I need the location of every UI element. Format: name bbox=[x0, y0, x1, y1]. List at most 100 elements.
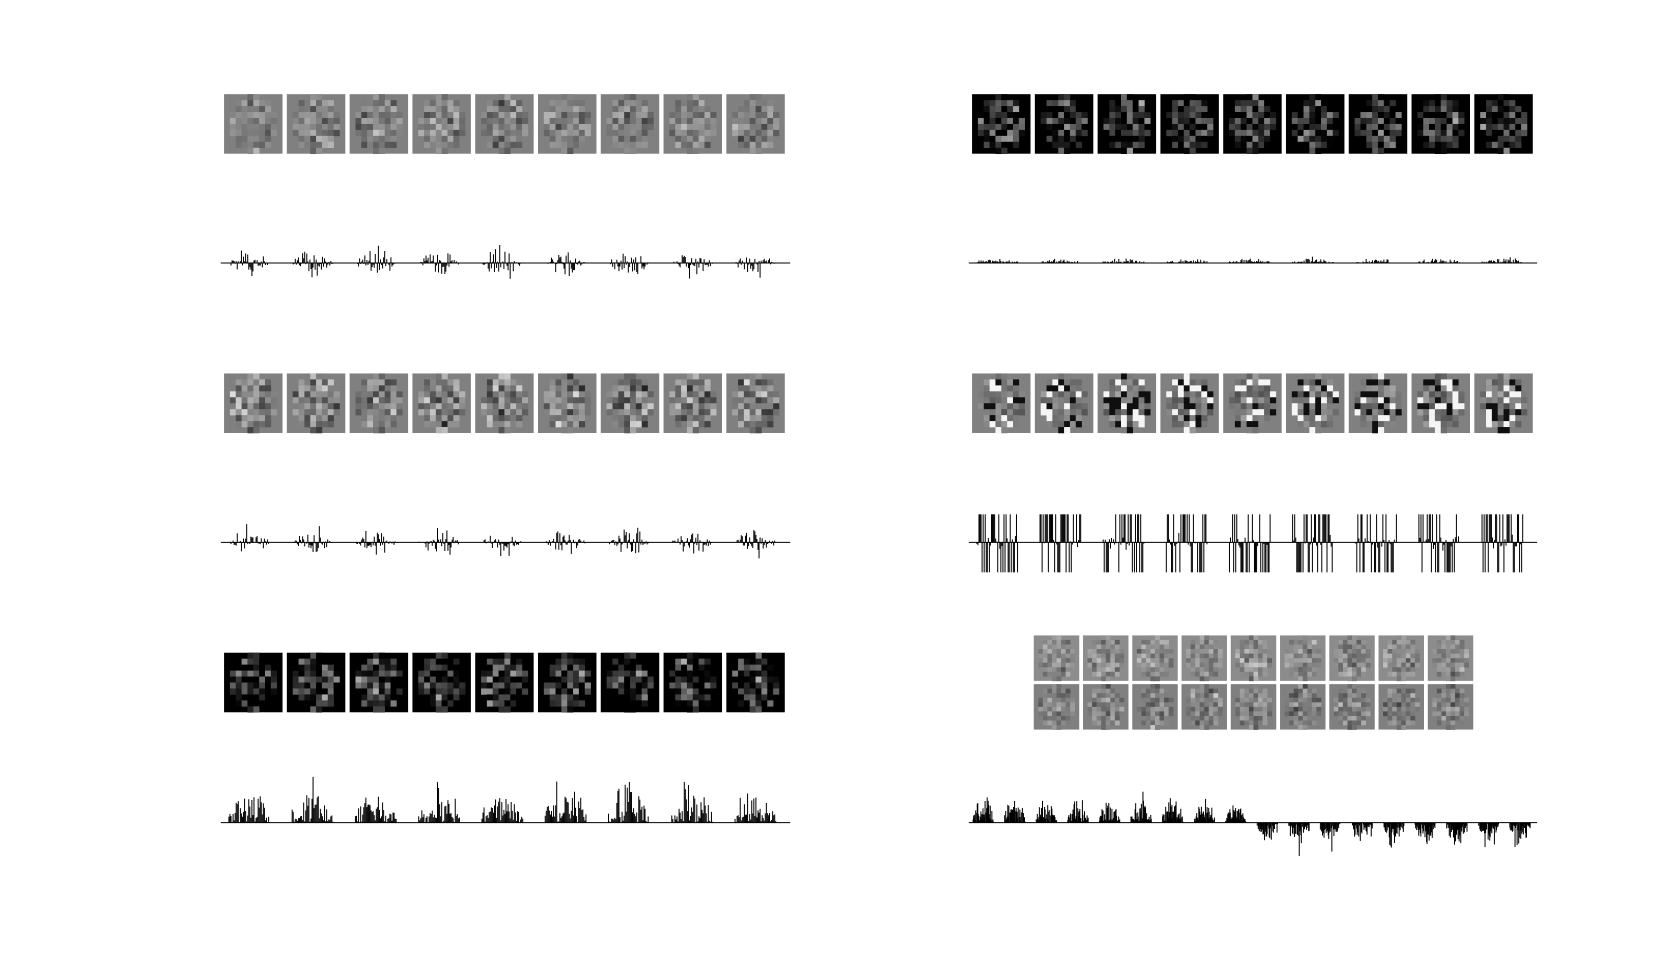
bar bbox=[1189, 260, 1191, 264]
bar bbox=[1168, 802, 1170, 823]
bar bbox=[1136, 819, 1138, 823]
bar bbox=[697, 821, 699, 823]
bar bbox=[567, 802, 569, 823]
bar bbox=[1265, 822, 1267, 829]
bar bbox=[244, 542, 246, 549]
bar bbox=[1301, 822, 1303, 825]
bar bbox=[368, 260, 370, 264]
bar bbox=[1371, 822, 1373, 826]
bar bbox=[1042, 514, 1044, 543]
bar bbox=[1515, 822, 1517, 826]
bar bbox=[362, 814, 364, 823]
bar bbox=[1182, 821, 1184, 823]
bar bbox=[758, 812, 760, 823]
bar bbox=[619, 538, 621, 543]
bar bbox=[234, 812, 236, 823]
bar bbox=[1175, 805, 1177, 823]
bar bbox=[1040, 816, 1042, 823]
image-tile bbox=[1083, 684, 1129, 730]
bar bbox=[1523, 822, 1525, 827]
bar bbox=[774, 263, 776, 264]
bar bbox=[1328, 261, 1330, 264]
bar bbox=[444, 263, 446, 274]
bar bbox=[309, 259, 311, 264]
bar bbox=[1077, 542, 1079, 548]
bar bbox=[761, 538, 763, 543]
bar bbox=[1448, 262, 1450, 264]
bar bbox=[1176, 542, 1178, 544]
bar bbox=[1039, 514, 1041, 543]
bar bbox=[481, 818, 483, 823]
bar-plot-R4 bbox=[968, 514, 1538, 573]
bar bbox=[316, 263, 318, 276]
bar bbox=[576, 542, 578, 549]
bar bbox=[624, 256, 626, 264]
bar bbox=[1116, 815, 1118, 823]
bar bbox=[1002, 542, 1004, 573]
bar bbox=[612, 540, 614, 543]
bar bbox=[567, 540, 569, 543]
bar bbox=[1237, 539, 1239, 543]
bar bbox=[235, 802, 237, 823]
bar bbox=[1079, 514, 1081, 543]
bar bbox=[1308, 822, 1310, 831]
image-strip-L5 bbox=[224, 652, 785, 713]
bar bbox=[690, 815, 692, 823]
bar bbox=[1357, 514, 1359, 543]
bar bbox=[438, 539, 440, 543]
bar bbox=[1497, 542, 1499, 573]
bar bbox=[1103, 542, 1105, 573]
bar bbox=[313, 535, 315, 543]
bar bbox=[1239, 262, 1241, 264]
bar bbox=[1049, 262, 1051, 264]
bar bbox=[1490, 822, 1492, 832]
bar bbox=[974, 814, 976, 823]
bar bbox=[385, 815, 387, 823]
bar bbox=[1071, 814, 1073, 823]
bar bbox=[295, 263, 297, 265]
bar bbox=[702, 263, 704, 272]
bar bbox=[1108, 820, 1110, 823]
bar bbox=[698, 816, 700, 823]
bar bbox=[615, 262, 617, 264]
bar bbox=[1022, 821, 1024, 823]
bar bbox=[254, 259, 256, 264]
bar bbox=[447, 800, 449, 823]
bar bbox=[545, 541, 547, 543]
bar bbox=[555, 542, 557, 550]
bar bbox=[294, 540, 296, 543]
bar bbox=[1200, 806, 1202, 823]
bar bbox=[513, 261, 515, 264]
bar bbox=[320, 263, 322, 270]
bar bbox=[1363, 822, 1365, 830]
bar bbox=[318, 526, 320, 543]
bar bbox=[576, 263, 578, 264]
bar bbox=[252, 537, 254, 543]
bar bbox=[1365, 822, 1367, 831]
bar bbox=[553, 805, 555, 823]
bar bbox=[763, 542, 765, 545]
bar bbox=[382, 802, 384, 823]
bar bbox=[267, 539, 269, 543]
bar bbox=[1370, 261, 1372, 264]
bar bbox=[1434, 260, 1436, 264]
bar bbox=[490, 542, 492, 544]
bar bbox=[1357, 822, 1359, 824]
bar bbox=[1521, 262, 1523, 264]
bar bbox=[1324, 514, 1326, 543]
bar bbox=[1167, 811, 1169, 823]
bar bbox=[1049, 815, 1051, 823]
bar bbox=[680, 536, 682, 543]
bar bbox=[429, 541, 431, 543]
bar bbox=[646, 263, 648, 265]
bar bbox=[768, 258, 770, 264]
bar bbox=[1308, 822, 1310, 832]
bar bbox=[1150, 818, 1152, 823]
bar bbox=[699, 257, 701, 264]
bar bbox=[392, 263, 394, 265]
bar bbox=[357, 542, 359, 545]
bar bbox=[1270, 822, 1272, 840]
bar bbox=[1199, 262, 1201, 264]
image-tile bbox=[1285, 373, 1345, 434]
bar bbox=[1196, 813, 1198, 823]
